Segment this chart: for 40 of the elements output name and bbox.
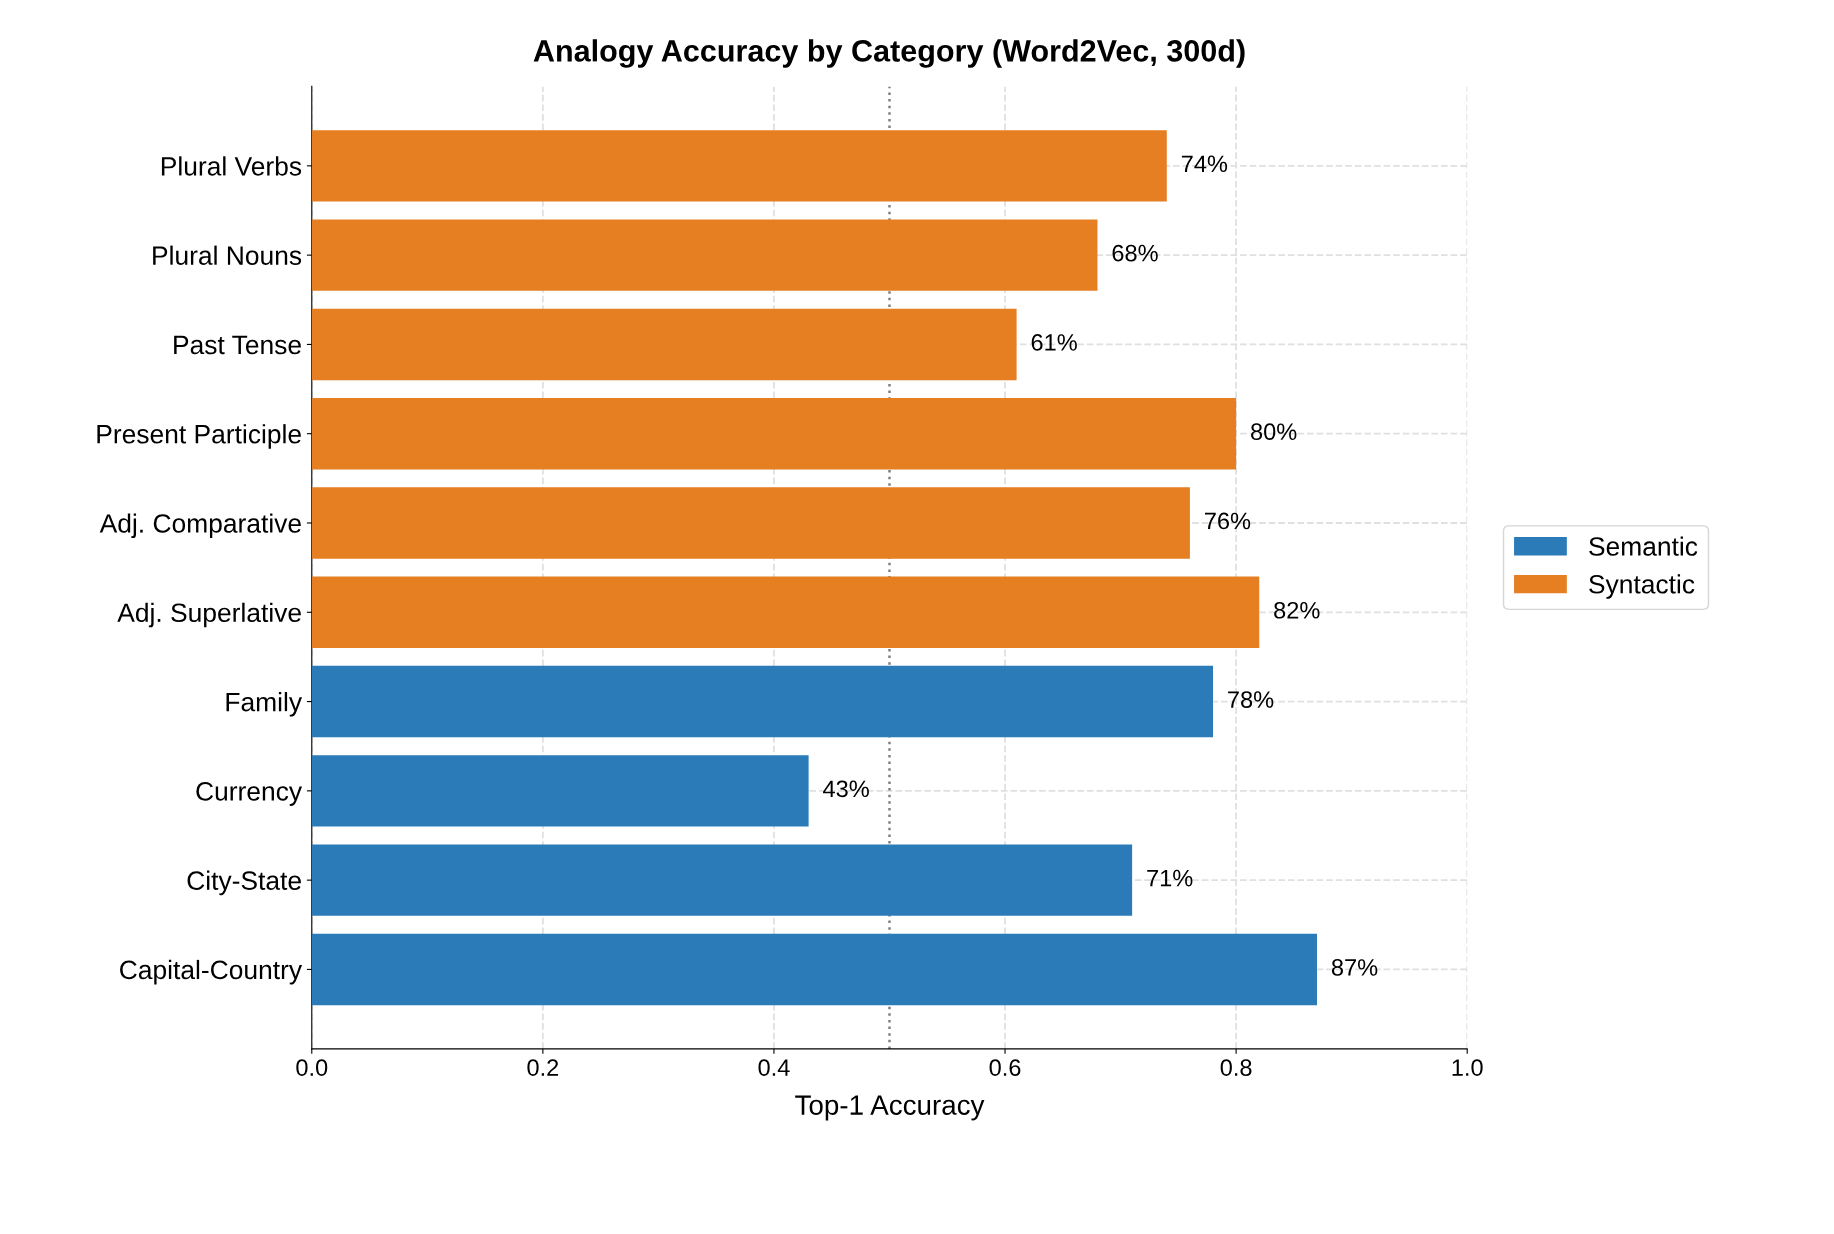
bar [311,844,1133,916]
y-tick-label: Past Tense [174,335,301,355]
legend-label: Syntactic [1589,574,1695,599]
x-tick-label: 0.0 [296,1059,328,1076]
data-label: 68% [1112,244,1158,262]
data-label: 74% [1181,155,1228,173]
x-tick-label: 1.0 [1452,1059,1483,1076]
x-tick-label: 0.4 [758,1059,790,1076]
x-tick-label: 0.6 [989,1059,1021,1076]
y-tick-label: Capital-Country [120,959,303,985]
bar [311,755,809,827]
x-tick-label: 0.8 [1220,1059,1252,1076]
y-tick-label: Plural Nouns [153,245,302,265]
data-label: 61% [1031,334,1077,351]
bar [311,576,1260,648]
bar [311,219,1098,291]
x-axis-title: Top-1 Accuracy [795,1095,985,1121]
y-tick-label: Plural Verbs [161,156,302,176]
legend-label: Semantic [1589,536,1698,556]
data-label: 71% [1147,869,1193,887]
data-label: 80% [1251,423,1297,441]
y-tick-label: Adj. Comparative [99,513,301,539]
y-tick-label: Present Participle [97,424,301,449]
bar [311,487,1190,559]
data-label: 78% [1228,691,1274,708]
data-label: 87% [1331,959,1378,976]
bar [311,397,1237,470]
data-label: 76% [1205,512,1251,530]
bar [311,308,1017,381]
data-label: 43% [823,780,869,798]
bar [311,933,1317,1006]
y-tick-label: Family [226,692,303,717]
y-tick-label: Adj. Superlative [117,602,301,628]
chart-title: Analogy Accuracy by Category (Word2Vec, 300d) [533,39,1245,68]
data-label: 82% [1274,601,1320,619]
bar [311,130,1167,202]
y-tick-label: Currency [196,781,303,806]
x-tick-label: 0.2 [527,1059,559,1076]
bar [311,665,1214,738]
y-tick-label: City-State [187,870,301,896]
